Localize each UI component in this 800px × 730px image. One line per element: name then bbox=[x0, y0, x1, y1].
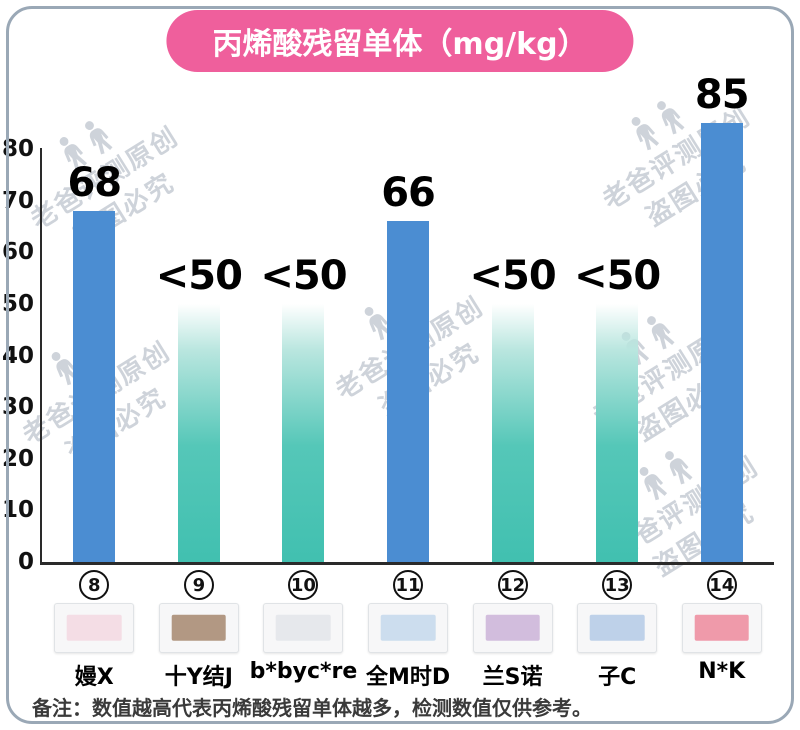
y-tick-label: 10 bbox=[1, 497, 34, 524]
product-name: 嫚X bbox=[74, 665, 114, 690]
bar bbox=[387, 221, 430, 562]
bar bbox=[177, 303, 220, 562]
person-icon bbox=[657, 101, 685, 135]
bar-column: <50 bbox=[147, 0, 252, 562]
product-image-accent bbox=[171, 614, 227, 642]
person-icon bbox=[59, 137, 88, 171]
person-icon bbox=[51, 352, 80, 386]
walking-figures-icon bbox=[630, 444, 699, 508]
product-image-accent bbox=[485, 614, 540, 642]
y-tick-label: 80 bbox=[1, 136, 34, 162]
product-name: 兰S诺 bbox=[482, 665, 543, 690]
footnote: 备注：数值越高代表丙烯酸残留单体越多，检测数值仅供参考。 bbox=[32, 696, 592, 720]
bar bbox=[282, 303, 325, 562]
walking-figures-icon bbox=[50, 114, 119, 178]
product-name: 子C bbox=[598, 665, 637, 690]
x-axis-line bbox=[40, 562, 774, 565]
product-number-badge: 13 bbox=[602, 570, 633, 600]
y-tick-label: 20 bbox=[1, 445, 34, 472]
bar-value-label: <50 bbox=[469, 252, 557, 299]
product-cell: 13 子C bbox=[565, 570, 670, 691]
product-cell: 10 b*byc*re bbox=[249, 570, 358, 691]
y-tick-label: 70 bbox=[1, 187, 34, 214]
product-image bbox=[263, 603, 344, 653]
product-cell: 9 十Y结J bbox=[147, 570, 252, 691]
bar-value-label: 68 bbox=[67, 159, 122, 206]
y-axis-line bbox=[40, 148, 42, 565]
watermark: 老爸评测原创盗图必究 bbox=[575, 64, 778, 250]
product-image bbox=[54, 603, 135, 653]
bar bbox=[596, 303, 639, 562]
product-image bbox=[368, 603, 449, 653]
product-image-accent bbox=[694, 614, 750, 642]
bar-value-label: <50 bbox=[260, 252, 347, 299]
chart-title: 丙烯酸残留单体（mg/kg） bbox=[166, 10, 634, 72]
product-number-badge: 9 bbox=[183, 570, 214, 600]
bar bbox=[73, 210, 116, 562]
bar-value-label: 66 bbox=[381, 170, 436, 217]
y-axis: 0 10 20 30 40 50 60 70 80 bbox=[0, 0, 36, 600]
person-icon bbox=[364, 307, 393, 341]
product-number-badge: 10 bbox=[288, 570, 319, 600]
bar-column: 68 bbox=[42, 0, 147, 562]
product-image-accent bbox=[276, 614, 331, 642]
bar-column: <50 bbox=[565, 0, 670, 562]
bar-column: 66 bbox=[356, 0, 461, 562]
y-tick-label: 40 bbox=[1, 342, 34, 369]
watermark: 老爸评测原创盗图必究 bbox=[3, 84, 206, 270]
product-name: N*K bbox=[698, 659, 746, 684]
product-image-accent bbox=[380, 614, 436, 642]
bar-value-label: <50 bbox=[574, 252, 661, 299]
product-image bbox=[158, 603, 239, 653]
person-icon bbox=[665, 451, 693, 485]
plot-area: 68 <50 <50 66 <50 <50 85 bbox=[42, 0, 774, 562]
walking-figures-icon bbox=[622, 94, 691, 158]
product-name: b*byc*re bbox=[249, 659, 358, 684]
bar bbox=[700, 123, 743, 562]
product-number-badge: 12 bbox=[497, 570, 528, 600]
y-tick-label: 50 bbox=[1, 290, 34, 317]
product-cell: 8 嫚X bbox=[42, 570, 147, 691]
bar-value-label: 85 bbox=[694, 72, 750, 119]
product-name: 全M时D bbox=[365, 665, 451, 690]
product-cell: 14 N*K bbox=[669, 570, 774, 691]
product-cell: 12 兰S诺 bbox=[460, 570, 565, 691]
product-cell: 11 全M时D bbox=[356, 570, 461, 691]
bar-column: <50 bbox=[251, 0, 356, 562]
product-number-badge: 8 bbox=[79, 570, 110, 600]
y-tick-label: 0 bbox=[17, 549, 34, 575]
bar bbox=[491, 303, 534, 562]
bar-column: 85 bbox=[669, 0, 774, 562]
y-tick-label: 30 bbox=[1, 394, 34, 421]
product-image bbox=[577, 603, 658, 653]
product-image-accent bbox=[66, 614, 122, 642]
bar-column: <50 bbox=[460, 0, 565, 562]
product-row: 8 嫚X 9 十Y结J 10 b*byc*re 11 全M时D 12 兰S诺 13 子C 14 N*K bbox=[42, 570, 774, 691]
product-image bbox=[472, 603, 553, 653]
person-icon bbox=[647, 316, 675, 350]
person-icon bbox=[639, 467, 668, 501]
product-name: 十Y结J bbox=[164, 665, 233, 690]
product-number-badge: 14 bbox=[706, 570, 737, 600]
product-image bbox=[681, 603, 762, 653]
bar-value-label: <50 bbox=[155, 252, 243, 299]
person-icon bbox=[85, 121, 113, 155]
product-image-accent bbox=[589, 614, 645, 642]
y-tick-label: 60 bbox=[1, 239, 34, 266]
person-icon bbox=[631, 117, 660, 151]
product-number-badge: 11 bbox=[393, 570, 424, 600]
